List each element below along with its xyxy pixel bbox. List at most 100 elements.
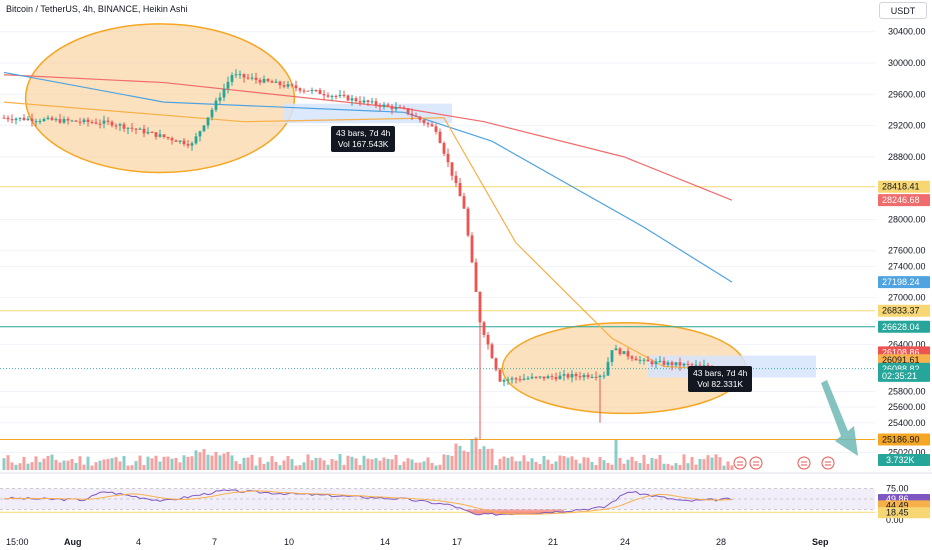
candle-body [490,344,494,359]
candle-body [282,85,286,87]
candle-body [386,104,390,107]
candle-body [494,358,498,370]
candle-body [86,119,90,123]
volume-bar [102,459,106,470]
candle-body [162,134,166,137]
grid [0,31,875,454]
event-flag-icon[interactable] [733,456,747,470]
candle-body [290,84,294,86]
volume-bar [346,455,350,470]
volume-bar [458,445,462,470]
candle-body [686,363,690,365]
volume-bar [302,462,306,470]
volume-bar [574,459,578,470]
candle-body [670,362,674,366]
rsi-badge-label: 44.49 [886,500,909,510]
candle-body [34,121,38,123]
volume-bar [114,457,118,470]
candle-body [370,101,374,103]
candle-body [166,136,170,139]
candle-body [306,90,310,92]
candle-body [374,101,378,105]
volume-bar [158,461,162,470]
candle-body [614,348,618,351]
price-axis: 30400.00 30000.00 29600.00 29200.00 28800.00… [878,27,930,525]
volume-bar [218,455,222,470]
price-badge-label: 26628.04 [882,322,920,332]
volume-bar [2,458,6,470]
volume-bar [502,456,506,470]
volume-bar [442,454,446,470]
volume-bar [726,461,730,470]
volume-bar [162,456,166,470]
price-badge-label: 26833.37 [882,306,920,316]
candle-body [258,79,262,83]
moving-average-line [3,74,733,201]
candle-body [106,120,110,122]
currency-button[interactable]: USDT [879,2,927,19]
volume-bar [338,454,342,470]
event-flag-icon[interactable] [797,456,811,470]
candle-body [402,107,406,109]
candle-body [42,118,46,122]
volume-bar [650,458,654,470]
volume-bar [38,461,42,470]
candle-body [642,359,646,361]
candle-body [390,106,394,110]
volume-bar [30,462,34,470]
time-tick-label: Aug [64,537,82,547]
candle-body [646,359,650,362]
volume-bar [618,457,622,470]
candle-body [674,362,678,366]
price-badge-label: 26088.82 [882,364,920,374]
volume-bar [370,459,374,470]
volume-bar [638,463,642,470]
candle-body [150,131,154,133]
candle-body [482,322,486,335]
candle-body [446,153,450,163]
volume-bar [374,458,378,470]
volume-bar [578,463,582,470]
price-tick-label: 28800.00 [888,152,926,162]
event-flag-icon[interactable] [821,456,835,470]
volume-bar [242,457,246,470]
time-tick-label: 14 [380,537,390,547]
volume-bar [622,463,626,470]
candle-body [62,119,66,123]
volume-bar [586,457,590,470]
volume-bar [550,463,554,470]
candle-body [366,100,370,103]
highlight-ellipse [24,23,296,174]
price-tick-label: 25800.00 [888,387,926,397]
volume-bar [430,462,434,470]
volume-bar [530,458,534,470]
volume-bar [470,439,474,470]
candle-body [666,362,670,365]
volume-bar [202,449,206,470]
price-tick-label: 27000.00 [888,293,926,303]
candle-body [134,128,138,130]
candle-body [170,138,174,141]
candle-body [250,77,254,79]
candle-body [586,374,590,378]
event-flag-icon[interactable] [749,456,763,470]
event-flag-circle [797,456,811,470]
down-arrow-icon[interactable] [821,380,858,456]
volume-bar [250,454,254,470]
volume-bar [646,463,650,470]
candle-body [94,122,98,124]
candle-body [58,119,62,123]
volume-bar [94,462,98,470]
volume-bar [498,458,502,470]
candle-body [626,351,630,357]
volume-bar [278,465,282,470]
volume-bar [146,456,150,470]
candle-body [310,89,314,92]
candle-body [298,88,302,91]
candle-body [474,262,478,292]
range-tooltip: 43 bars, 7d 4h Vol 82.331K [688,366,753,392]
range-tooltip-volume: Vol 167.543K [337,139,389,149]
candle-body [690,364,694,366]
volume-bar [150,458,154,470]
